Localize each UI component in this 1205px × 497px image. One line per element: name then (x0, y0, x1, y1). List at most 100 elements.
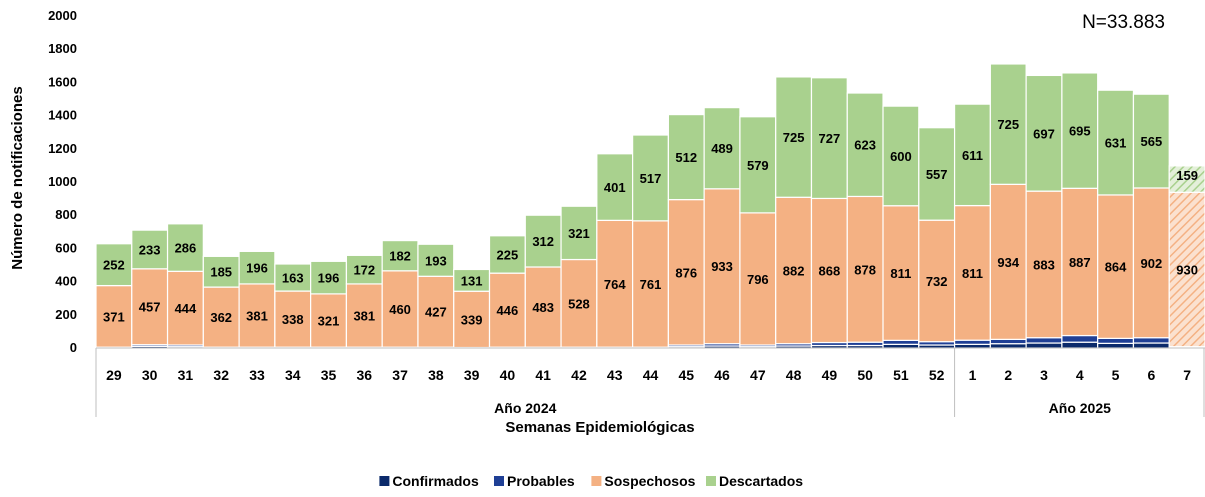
y-tick-label: 1200 (48, 141, 77, 156)
x-tick-label: 2 (1004, 367, 1012, 383)
bar-descartados-45 (667, 114, 705, 201)
x-tick-label: 34 (285, 367, 301, 383)
data-label-sospechosos: 882 (783, 263, 805, 278)
data-label-descartados: 182 (389, 249, 411, 264)
data-label-descartados: 312 (532, 234, 554, 249)
x-tick-label: 29 (106, 367, 122, 383)
x-tick-label: 44 (643, 367, 659, 383)
x-tick-label: 1 (969, 367, 977, 383)
data-label-descartados: 565 (1140, 134, 1162, 149)
x-tick-label: 36 (357, 367, 373, 383)
bar-descartados-48 (775, 76, 813, 198)
data-label-descartados: 196 (246, 261, 268, 276)
data-label-sospechosos: 902 (1140, 256, 1162, 271)
data-label-descartados: 517 (640, 171, 662, 186)
legend-label-probables: Probables (507, 473, 575, 489)
x-tick-label: 4 (1076, 367, 1084, 383)
data-label-sospechosos: 444 (175, 301, 197, 316)
legend-label-sospechosos: Sospechosos (604, 473, 695, 489)
data-labels-layer: 371 252 457 233 444 286 362 185 381 196 338 163 321 1… (103, 117, 1198, 328)
data-label-sospechosos: 381 (353, 309, 375, 324)
bar-sospechosos-2 (989, 183, 1027, 340)
bars-layer (95, 63, 1205, 349)
bar-descartados-46 (703, 107, 741, 190)
data-label-sospechosos: 878 (854, 262, 876, 277)
x-axis: 29 30 31 32 33 34 35 36 37 38 39 40 41 42 43 44 45 46 47 48… (95, 347, 1205, 417)
data-label-sospechosos: 764 (604, 277, 626, 292)
data-label-sospechosos: 933 (711, 259, 733, 274)
bar-sospechosos-43 (596, 219, 634, 348)
bar-confirmados-4 (1061, 341, 1099, 349)
x-tick-label: 40 (500, 367, 516, 383)
bar-descartados-6 (1132, 93, 1170, 189)
x-tick-label: 48 (786, 367, 802, 383)
data-label-descartados: 557 (926, 167, 948, 182)
bar-sospechosos-34 (274, 290, 312, 348)
data-label-sospechosos: 887 (1069, 255, 1091, 270)
data-label-descartados: 401 (604, 180, 626, 195)
y-tick-label: 0 (70, 340, 77, 355)
bar-descartados-5 (1097, 89, 1135, 196)
bar-probables-4 (1061, 334, 1099, 343)
data-label-sospechosos: 371 (103, 309, 125, 324)
x-group-label: Año 2025 (1049, 400, 1111, 416)
bar-sospechosos-50 (846, 195, 884, 343)
bar-confirmados-3 (1025, 342, 1063, 349)
y-tick-label: 400 (55, 274, 77, 289)
legend-swatch-descartados (706, 476, 716, 486)
x-tick-label: 49 (822, 367, 838, 383)
x-tick-label: 51 (893, 367, 909, 383)
bar-sospechosos-48 (775, 196, 813, 345)
data-label-descartados: 489 (711, 141, 733, 156)
y-tick-label: 1600 (48, 74, 77, 89)
data-label-descartados: 725 (997, 117, 1019, 132)
total-annotation: N=33.883 (1082, 12, 1165, 33)
bar-sospechosos-38 (417, 275, 455, 348)
data-label-descartados: 131 (461, 273, 483, 288)
bar-descartados-3 (1025, 74, 1063, 192)
y-tick-label: 200 (55, 307, 77, 322)
bar-descartados-7 (1168, 165, 1205, 193)
legend: Confirmados Probables Sospechosos Descartad… (379, 473, 803, 489)
data-label-sospechosos: 864 (1105, 260, 1127, 275)
data-label-sospechosos: 321 (318, 314, 340, 329)
bar-probables-3 (1025, 337, 1063, 344)
data-label-descartados: 725 (783, 130, 805, 145)
bar-sospechosos-32 (202, 286, 240, 348)
bar-sospechosos-5 (1097, 194, 1135, 339)
legend-swatch-sospechosos (591, 476, 602, 486)
data-label-descartados: 579 (747, 158, 769, 173)
data-label-descartados: 611 (962, 148, 983, 163)
data-label-sospechosos: 338 (282, 312, 304, 327)
data-label-sospechosos: 868 (819, 263, 841, 278)
bar-sospechosos-31 (166, 270, 204, 346)
bar-confirmados-5 (1097, 342, 1135, 349)
data-label-descartados: 225 (497, 247, 519, 262)
bar-descartados-50 (846, 92, 884, 198)
data-label-descartados: 233 (139, 242, 161, 257)
x-tick-label: 39 (464, 367, 480, 383)
data-label-descartados: 321 (568, 226, 590, 241)
data-label-descartados: 163 (282, 271, 304, 286)
bar-descartados-51 (882, 105, 920, 207)
data-label-sospechosos: 796 (747, 272, 769, 287)
y-axis-title: Número de notificaciones (9, 86, 26, 269)
data-label-descartados: 727 (819, 131, 841, 146)
bar-descartados-41 (524, 214, 562, 268)
data-label-descartados: 159 (1176, 168, 1198, 183)
y-tick-label: 1000 (48, 174, 77, 189)
legend-label-descartados: Descartados (719, 473, 803, 489)
x-tick-label: 5 (1112, 367, 1120, 383)
bar-sospechosos-7 (1168, 191, 1205, 348)
bar-descartados-52 (918, 127, 956, 221)
x-tick-label: 41 (535, 367, 551, 383)
bar-descartados-37 (381, 239, 419, 272)
bar-sospechosos-30 (131, 268, 169, 346)
data-label-sospechosos: 528 (568, 296, 590, 311)
bar-descartados-33 (238, 250, 276, 285)
data-label-sospechosos: 876 (675, 265, 697, 280)
data-label-sospechosos: 930 (1176, 262, 1198, 277)
data-label-descartados: 697 (1033, 126, 1055, 141)
x-tick-label: 37 (392, 367, 408, 383)
